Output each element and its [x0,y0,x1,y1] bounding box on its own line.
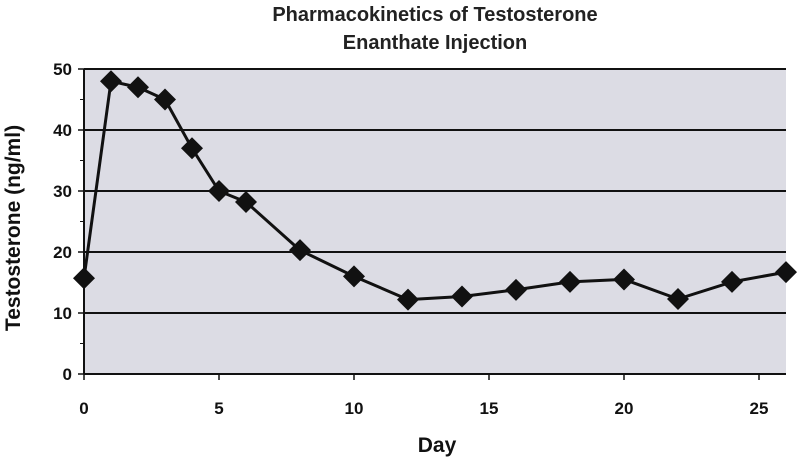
x-tick-label: 0 [79,399,88,418]
x-tick-label: 10 [345,399,364,418]
y-ticks: 0 10 20 30 40 50 [53,60,84,384]
y-tick-label: 10 [53,304,72,323]
y-axis-label: Testosterone (ng/ml) [2,125,25,331]
x-axis-label: Day [418,434,457,457]
data-point-diamond [397,288,419,311]
data-point-diamond [667,287,689,310]
y-tick-label: 50 [53,60,72,79]
y-tick-label: 0 [63,365,72,384]
y-tick-label: 20 [53,243,72,262]
x-tick-label: 20 [615,399,634,418]
data-point-diamond [775,261,797,284]
x-tick-label: 5 [214,399,223,418]
data-point-diamond [721,270,743,293]
data-point-diamond [127,76,149,99]
x-ticks: 0 5 10 15 20 25 [79,374,768,418]
x-tick-label: 25 [750,399,769,418]
plot-area [84,69,786,374]
data-point-diamond [343,265,365,288]
chart-title-line-2: Enanthate Injection [343,32,527,54]
data-point-diamond [208,180,230,202]
data-point-diamond [505,278,527,301]
data-point-diamond [100,70,122,93]
data-point-diamond [559,270,581,293]
data-point-diamond [613,268,635,291]
y-tick-label: 30 [53,182,72,201]
data-point-diamond [181,137,203,160]
series [73,70,797,311]
data-point-diamond [73,267,95,290]
y-tick-label: 40 [53,121,72,140]
x-tick-label: 15 [480,399,499,418]
data-point-diamond [154,88,176,111]
data-point-diamond [235,190,257,213]
data-point-diamond [289,239,311,262]
grid [84,68,786,314]
chart-title-line-1: Pharmacokinetics of Testosterone [272,4,597,26]
data-point-diamond [451,285,473,308]
